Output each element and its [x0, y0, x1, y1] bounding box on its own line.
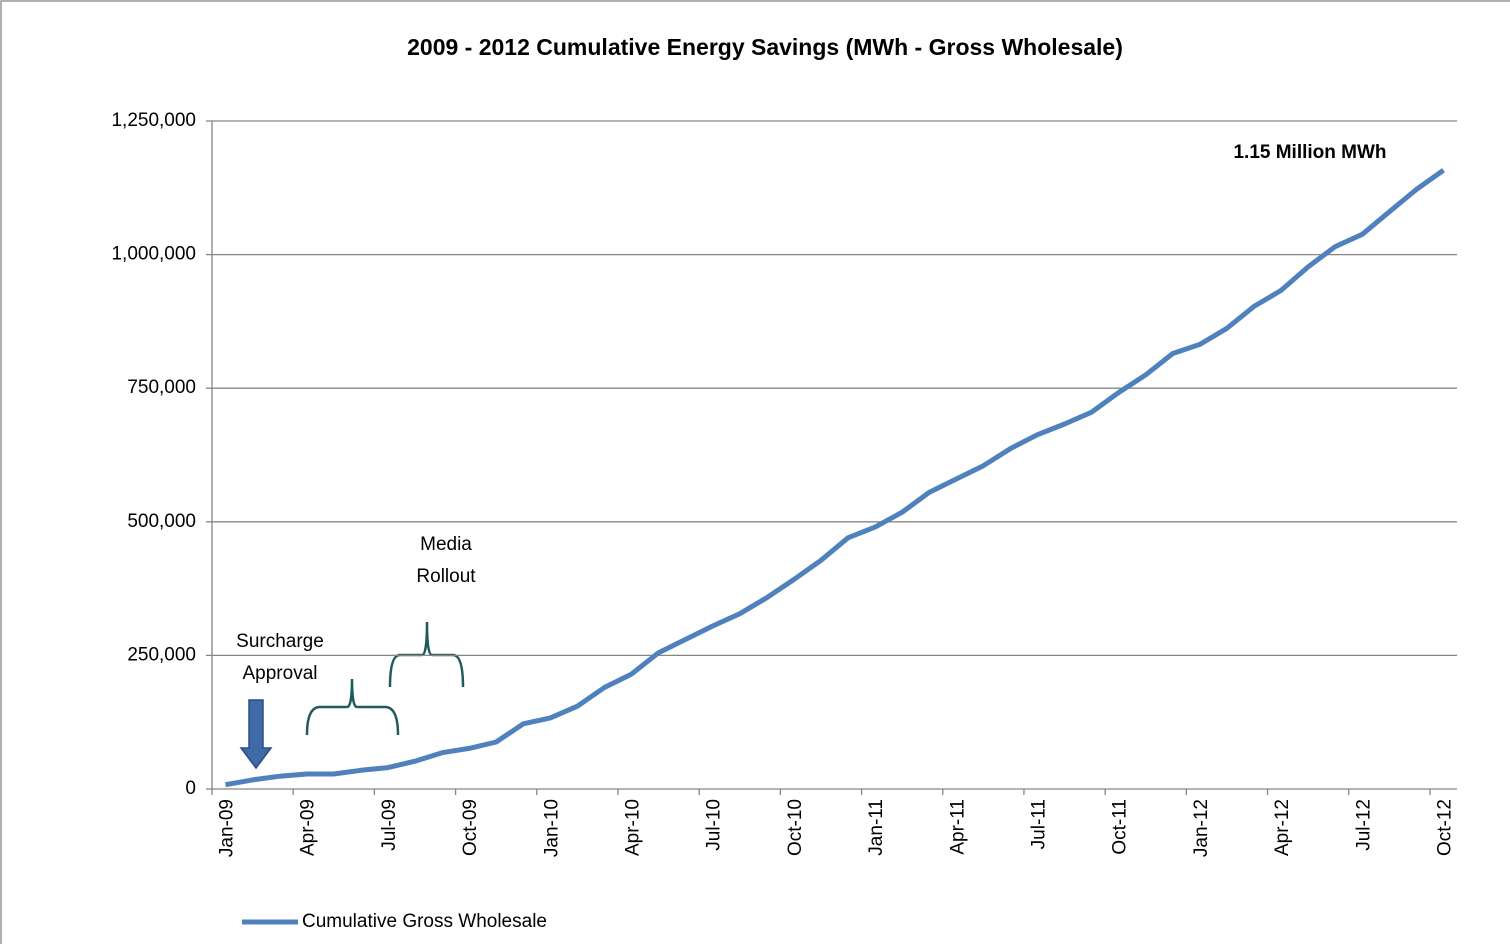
x-tick-label: Apr-11	[947, 799, 968, 855]
annotation: Media	[420, 534, 472, 555]
annotation: 1.15 Million MWh	[1233, 142, 1386, 163]
y-tick-label: 750,000	[127, 377, 196, 398]
x-tick-label: Jul-10	[704, 799, 725, 851]
x-tick-label: Jan-12	[1191, 799, 1212, 857]
x-tick-label: Jul-12	[1353, 799, 1374, 851]
brace	[388, 621, 465, 688]
annotation: Approval	[243, 663, 318, 684]
x-tick-label: Apr-12	[1272, 799, 1293, 856]
chart-title: 2009 - 2012 Cumulative Energy Savings (M…	[407, 34, 1123, 60]
y-tick-label: 0	[185, 778, 196, 799]
annotation: Rollout	[416, 566, 476, 587]
x-tick-label: Oct-10	[785, 799, 806, 856]
y-tick-label: 500,000	[127, 511, 196, 532]
y-tick-label: 250,000	[127, 644, 196, 665]
x-tick-label: Jan-11	[866, 799, 887, 856]
x-tick-label: Jan-10	[541, 799, 562, 857]
x-tick-label: Jan-09	[217, 799, 238, 857]
y-tick-label: 1,250,000	[111, 110, 196, 131]
brace	[305, 678, 400, 736]
x-tick-label: Jul-11	[1029, 799, 1050, 849]
series-line	[225, 168, 1445, 788]
x-tick-label: Apr-09	[298, 799, 319, 856]
x-tick-label: Oct-12	[1434, 799, 1455, 856]
legend-label: Cumulative Gross Wholesale	[302, 911, 547, 932]
x-tick-label: Apr-10	[623, 799, 644, 856]
arrow	[239, 699, 273, 770]
x-tick-label: Oct-09	[460, 799, 481, 856]
x-tick-label: Jul-09	[379, 799, 400, 851]
annotation: Surcharge	[236, 631, 324, 652]
y-tick-label: 1,000,000	[111, 244, 196, 265]
x-tick-label: Oct-11	[1110, 799, 1131, 855]
